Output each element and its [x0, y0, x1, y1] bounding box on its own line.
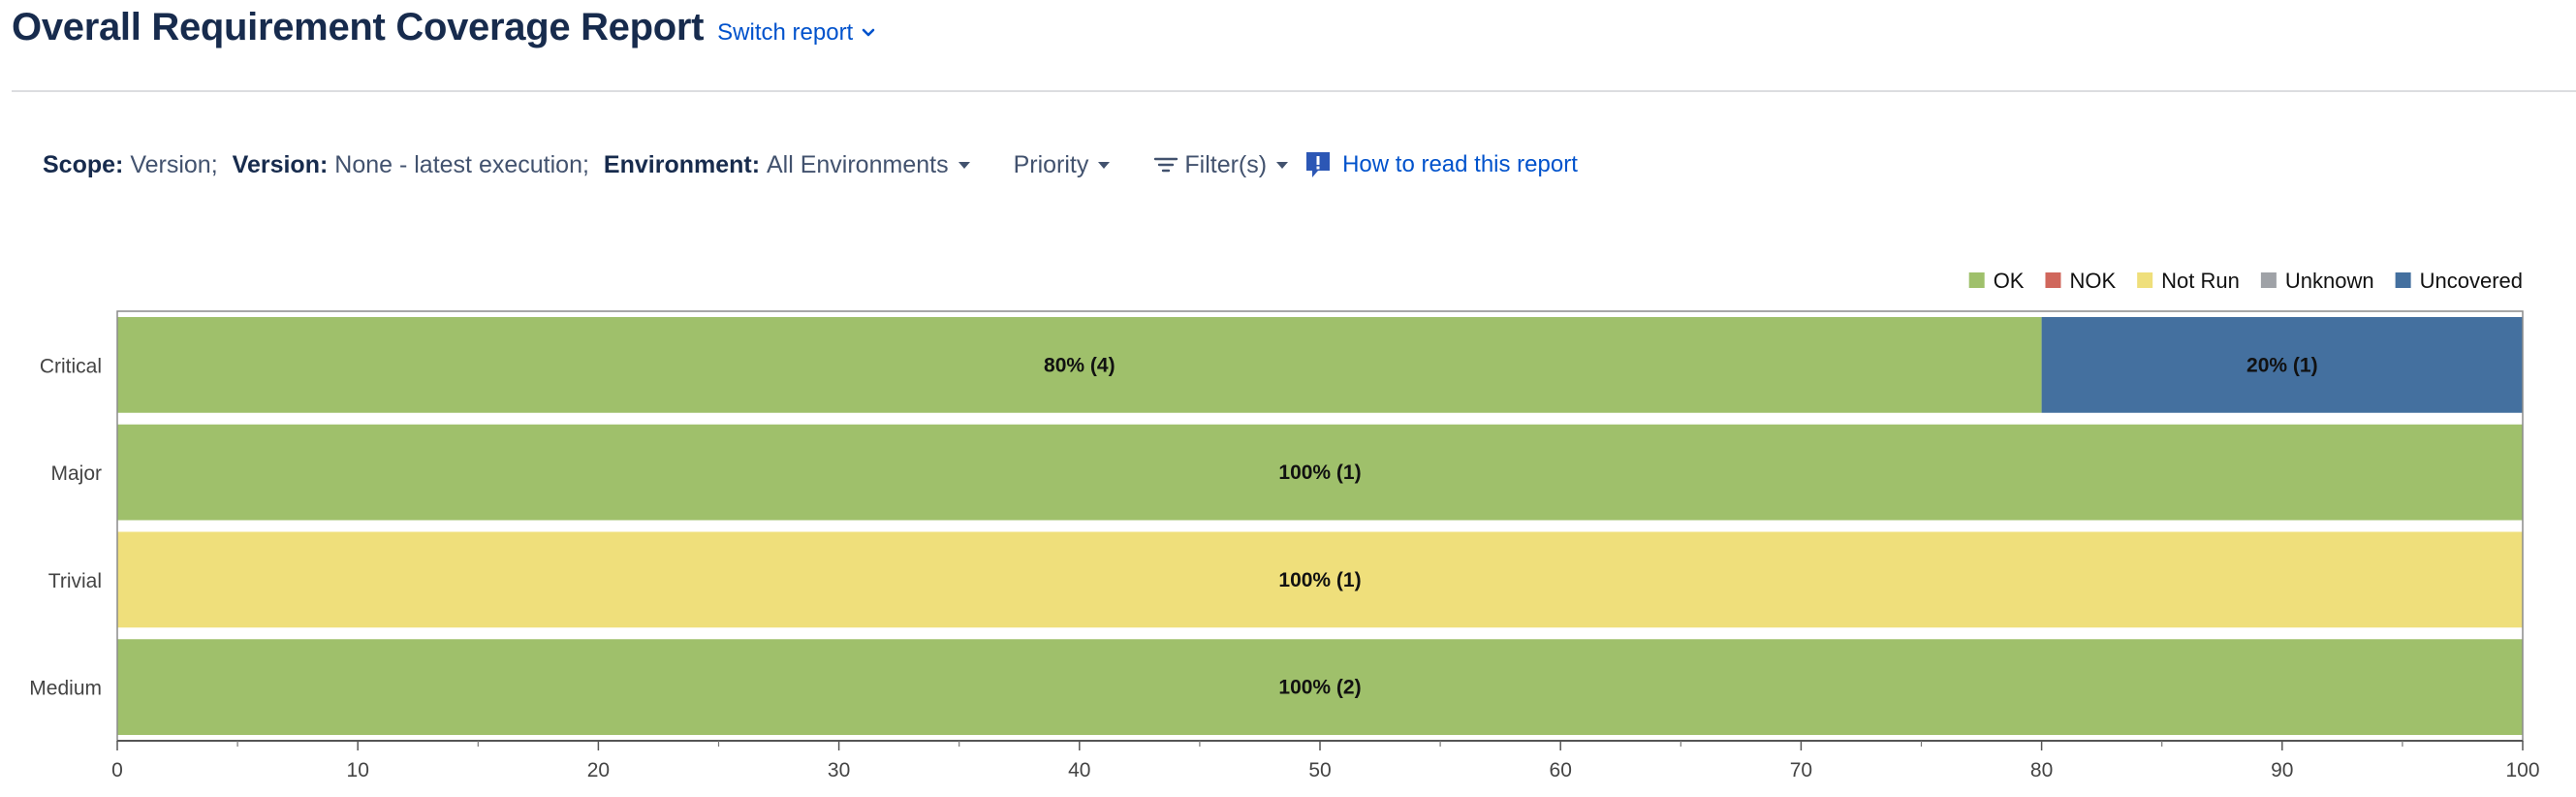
legend-swatch	[2045, 272, 2061, 288]
filters-dropdown[interactable]: Filter(s)	[1153, 150, 1289, 179]
legend-swatch	[2137, 272, 2153, 288]
category-label: Critical	[40, 355, 102, 377]
help-icon	[1306, 152, 1331, 177]
category-label: Trivial	[48, 570, 102, 592]
priority-label: Priority	[1013, 150, 1089, 178]
legend-item-nok[interactable]: NOK	[2045, 269, 2116, 293]
data-label: 100% (2)	[1278, 677, 1361, 699]
filters-label: Filter(s)	[1184, 150, 1268, 178]
x-tick-label: 60	[1550, 759, 1572, 781]
legend-label: OK	[1994, 269, 2025, 293]
scope-label: Scope:	[43, 150, 124, 178]
data-label: 20% (1)	[2246, 354, 2318, 376]
category-label: Medium	[29, 678, 102, 700]
chart-axes	[116, 310, 2524, 750]
x-tick-label: 40	[1068, 759, 1090, 781]
legend-item-ok[interactable]: OK	[1968, 269, 2025, 293]
chevron-down-icon	[862, 28, 875, 37]
header-divider	[12, 90, 2576, 92]
chart-bars	[117, 317, 2523, 735]
bar-medium-ok[interactable]	[117, 639, 2523, 735]
x-tick-label: 70	[1790, 759, 1812, 781]
version-value: None - latest execution;	[334, 150, 589, 178]
bar-trivial-not-run[interactable]	[117, 531, 2523, 628]
data-label: 100% (1)	[1278, 462, 1361, 484]
legend-item-not-run[interactable]: Not Run	[2137, 269, 2240, 293]
filter-icon	[1154, 157, 1178, 173]
environment-label: Environment:	[603, 150, 761, 178]
legend-label: Uncovered	[2420, 269, 2523, 293]
x-tick-label: 100	[2505, 759, 2539, 781]
switch-report-button[interactable]: Switch report	[717, 19, 876, 47]
x-tick-label: 20	[587, 759, 610, 781]
page-title: Overall Requirement Coverage Report	[12, 6, 705, 48]
legend-swatch	[1968, 272, 1985, 288]
x-tick-label: 80	[2030, 759, 2053, 781]
how-to-read-label: How to read this report	[1342, 151, 1578, 177]
legend-swatch	[2260, 272, 2277, 288]
data-label: 80% (4)	[1044, 354, 1115, 376]
x-tick-label: 0	[111, 759, 123, 781]
x-tick-label: 10	[347, 759, 369, 781]
category-label: Major	[50, 462, 102, 485]
how-to-read-link[interactable]: How to read this report	[1304, 149, 1578, 180]
legend-label: Not Run	[2161, 269, 2240, 293]
environment-dropdown[interactable]: Environment: All Environments	[604, 151, 970, 179]
legend-label: Unknown	[2285, 269, 2374, 293]
legend-label: NOK	[2069, 269, 2116, 293]
x-tick-label: 30	[828, 759, 850, 781]
caret-down-icon	[1098, 161, 1111, 169]
priority-dropdown[interactable]: Priority	[1014, 151, 1111, 179]
legend-item-unknown[interactable]: Unknown	[2260, 269, 2374, 293]
filter-bar: Scope: Version; Version: None - latest e…	[43, 147, 1578, 182]
x-tick-label: 90	[2271, 759, 2293, 781]
data-label: 100% (1)	[1278, 569, 1361, 591]
chart-labels: 80% (4) 20% (1) Critical 100% (1) Major 100% …	[29, 354, 2539, 781]
report-header: Overall Requirement Coverage Report Swit…	[12, 6, 876, 49]
bar-critical-uncovered[interactable]	[2041, 317, 2523, 413]
scope-filter: Scope: Version;	[43, 151, 218, 179]
version-filter: Version: None - latest execution;	[233, 151, 589, 179]
version-label: Version:	[232, 150, 329, 178]
x-tick-label: 50	[1308, 759, 1331, 781]
caret-down-icon	[1276, 161, 1289, 169]
bar-critical-ok[interactable]	[117, 317, 2042, 413]
environment-value: All Environments	[767, 150, 949, 178]
legend-item-uncovered[interactable]: Uncovered	[2395, 269, 2523, 293]
switch-report-label: Switch report	[717, 19, 854, 46]
caret-down-icon	[958, 161, 970, 169]
legend-swatch	[2395, 272, 2411, 288]
scope-value: Version;	[130, 150, 218, 178]
chart-legend: OK NOK Not Run Unknown Uncovered	[1968, 269, 2523, 293]
bar-major-ok[interactable]	[117, 424, 2523, 521]
